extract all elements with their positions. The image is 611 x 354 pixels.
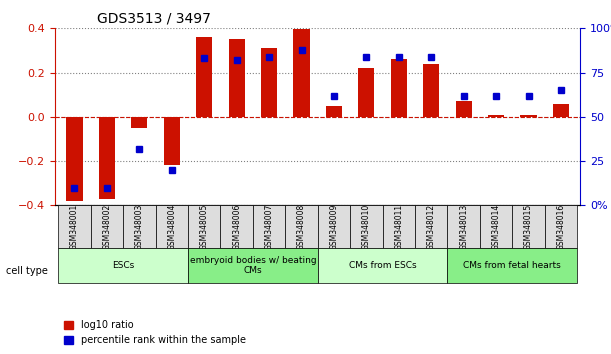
Bar (390, 59, 407, 117)
Text: GSM348003: GSM348003 (135, 203, 144, 250)
FancyBboxPatch shape (513, 205, 545, 248)
Text: GSM348008: GSM348008 (297, 204, 306, 250)
FancyBboxPatch shape (188, 205, 221, 248)
Legend: log10 ratio, percentile rank within the sample: log10 ratio, percentile rank within the … (60, 316, 250, 349)
Bar (553, 104, 569, 117)
Bar (67, 117, 82, 201)
Text: GSM348015: GSM348015 (524, 204, 533, 250)
Text: cell type: cell type (6, 266, 48, 276)
FancyBboxPatch shape (545, 205, 577, 248)
Text: GSM348002: GSM348002 (103, 204, 111, 250)
Bar (196, 37, 212, 117)
FancyBboxPatch shape (318, 248, 447, 283)
Text: GSM348016: GSM348016 (557, 204, 566, 250)
Bar (456, 101, 472, 117)
Text: GDS3513 / 3497: GDS3513 / 3497 (97, 12, 211, 26)
FancyBboxPatch shape (58, 248, 188, 283)
Bar (261, 48, 277, 117)
Text: GSM348014: GSM348014 (492, 204, 500, 250)
Text: GSM348005: GSM348005 (200, 203, 209, 250)
FancyBboxPatch shape (123, 205, 156, 248)
FancyBboxPatch shape (58, 205, 90, 248)
Text: GSM348004: GSM348004 (167, 203, 176, 250)
FancyBboxPatch shape (221, 205, 253, 248)
FancyBboxPatch shape (156, 205, 188, 248)
Bar (164, 117, 180, 166)
Bar (229, 39, 245, 117)
Bar (423, 64, 439, 117)
Bar (99, 117, 115, 199)
Text: GSM348006: GSM348006 (232, 203, 241, 250)
Text: CMs from ESCs: CMs from ESCs (349, 261, 417, 270)
Bar (521, 115, 536, 117)
FancyBboxPatch shape (415, 205, 447, 248)
Text: GSM348009: GSM348009 (329, 203, 338, 250)
Bar (326, 106, 342, 117)
FancyBboxPatch shape (350, 205, 382, 248)
FancyBboxPatch shape (447, 248, 577, 283)
FancyBboxPatch shape (480, 205, 513, 248)
FancyBboxPatch shape (318, 205, 350, 248)
FancyBboxPatch shape (188, 248, 318, 283)
Text: GSM348013: GSM348013 (459, 204, 468, 250)
Bar (293, 29, 310, 117)
FancyBboxPatch shape (253, 205, 285, 248)
Bar (131, 117, 147, 128)
Text: GSM348001: GSM348001 (70, 204, 79, 250)
Text: embryoid bodies w/ beating
CMs: embryoid bodies w/ beating CMs (189, 256, 316, 275)
FancyBboxPatch shape (447, 205, 480, 248)
Text: GSM348007: GSM348007 (265, 203, 274, 250)
Text: CMs from fetal hearts: CMs from fetal hearts (464, 261, 562, 270)
Text: GSM348010: GSM348010 (362, 204, 371, 250)
Text: GSM348011: GSM348011 (394, 204, 403, 250)
FancyBboxPatch shape (285, 205, 318, 248)
Bar (358, 68, 375, 117)
Text: GSM348012: GSM348012 (426, 204, 436, 250)
FancyBboxPatch shape (382, 205, 415, 248)
Text: ESCs: ESCs (112, 261, 134, 270)
Bar (488, 115, 504, 117)
FancyBboxPatch shape (90, 205, 123, 248)
